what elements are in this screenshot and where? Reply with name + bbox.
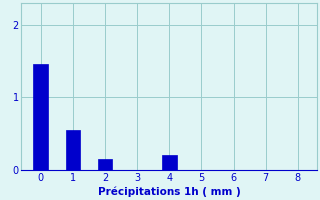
Bar [34,64,48,170]
Bar [98,159,112,170]
Bar [66,130,80,170]
X-axis label: Précipitations 1h ( mm ): Précipitations 1h ( mm ) [98,187,241,197]
Bar [162,155,177,170]
